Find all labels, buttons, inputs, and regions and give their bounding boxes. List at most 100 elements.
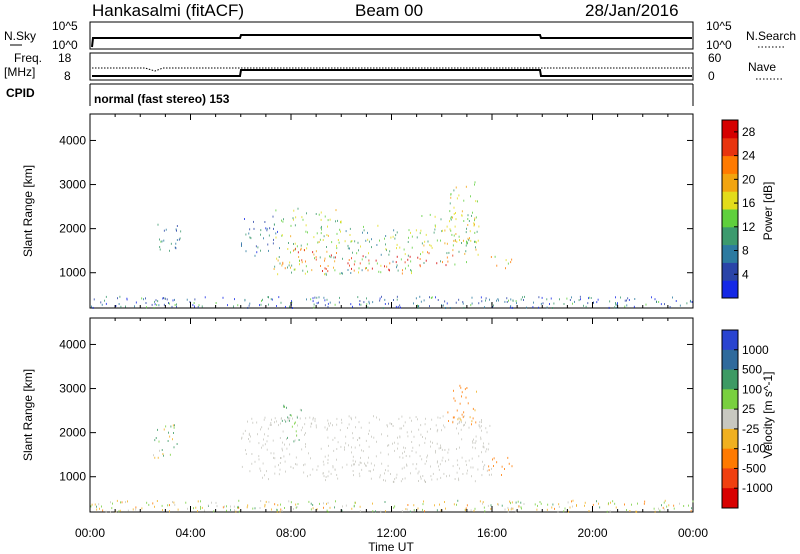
data-cell xyxy=(323,296,325,299)
data-cell xyxy=(356,252,358,255)
data-cell xyxy=(347,269,349,271)
data-cell xyxy=(223,505,225,508)
data-cell xyxy=(105,302,107,305)
data-cell xyxy=(264,505,266,508)
data-cell xyxy=(553,302,555,305)
data-cell xyxy=(442,456,444,459)
data-cell xyxy=(319,238,321,241)
data-cell xyxy=(96,505,97,508)
data-cell xyxy=(327,458,329,461)
data-cell xyxy=(249,440,251,443)
data-cell xyxy=(349,227,351,230)
colorbar-tick-label: 25 xyxy=(742,402,756,416)
data-cell xyxy=(466,387,468,389)
data-cell xyxy=(349,234,351,236)
data-cell xyxy=(295,216,297,219)
data-cell xyxy=(249,470,251,473)
data-cell xyxy=(415,229,417,232)
data-cell xyxy=(302,218,304,221)
data-cell xyxy=(327,436,329,439)
data-cell xyxy=(410,231,411,234)
data-cell xyxy=(396,473,398,476)
data-cell xyxy=(402,478,404,481)
data-cell xyxy=(416,463,418,466)
data-cell xyxy=(271,508,272,511)
data-cell xyxy=(157,300,159,303)
data-cell xyxy=(480,425,482,428)
data-cell xyxy=(444,229,446,232)
data-cell xyxy=(460,421,462,424)
data-cell xyxy=(282,430,284,433)
data-cell xyxy=(379,418,380,421)
data-cell xyxy=(396,243,398,246)
data-cell xyxy=(172,438,173,441)
data-cell xyxy=(484,306,485,309)
data-cell xyxy=(463,199,465,202)
data-cell xyxy=(626,299,627,302)
station-title: Hankasalmi (fitACF) xyxy=(92,1,244,20)
data-cell xyxy=(474,447,476,450)
data-cell xyxy=(462,301,464,303)
data-cell xyxy=(467,402,469,405)
data-cell xyxy=(423,299,425,302)
data-cell xyxy=(354,446,356,449)
data-cell xyxy=(351,451,352,454)
data-cell xyxy=(404,261,406,264)
data-cell xyxy=(627,297,629,300)
data-cell xyxy=(329,506,331,509)
data-cell xyxy=(169,435,171,438)
data-cell xyxy=(330,256,332,259)
data-cell xyxy=(288,242,289,244)
data-cell xyxy=(431,296,433,299)
data-cell xyxy=(284,460,286,463)
data-cell xyxy=(532,306,534,309)
data-cell xyxy=(490,507,492,510)
data-cell xyxy=(353,474,354,477)
data-cell xyxy=(448,251,450,254)
data-cell xyxy=(267,243,269,246)
colorbar-tick-label: 100 xyxy=(742,382,762,396)
data-cell xyxy=(658,301,660,303)
data-cell xyxy=(266,227,268,230)
data-cell xyxy=(342,257,343,260)
data-cell xyxy=(337,239,339,241)
data-cell xyxy=(264,443,266,446)
data-cell xyxy=(215,302,217,304)
data-cell xyxy=(249,302,251,305)
data-cell xyxy=(471,423,472,426)
data-cell xyxy=(482,502,483,505)
data-cell xyxy=(422,251,424,254)
data-cell xyxy=(350,240,352,243)
colorbar-tick-label: -25 xyxy=(742,422,760,436)
data-cell xyxy=(260,249,261,252)
data-cell xyxy=(457,499,459,502)
data-cell xyxy=(163,303,165,306)
data-cell xyxy=(546,508,548,511)
data-cell xyxy=(296,506,298,508)
data-cell xyxy=(270,422,272,424)
data-cell xyxy=(410,269,412,271)
data-cell xyxy=(341,509,343,512)
data-cell xyxy=(313,303,315,306)
data-cell xyxy=(435,451,436,454)
data-cell xyxy=(408,236,409,239)
data-cell xyxy=(155,437,157,439)
data-cell xyxy=(615,302,616,304)
data-cell xyxy=(456,503,457,506)
data-cell xyxy=(260,469,262,472)
data-cell xyxy=(324,426,326,429)
data-cell xyxy=(387,469,389,472)
y-tick-label: 3000 xyxy=(59,382,86,396)
data-cell xyxy=(163,454,164,457)
data-cell xyxy=(511,501,513,504)
data-cell xyxy=(358,436,360,439)
data-cell xyxy=(407,264,409,267)
data-cell xyxy=(507,506,509,509)
data-cell xyxy=(336,417,338,420)
data-cell xyxy=(497,298,499,301)
data-cell xyxy=(399,456,401,459)
data-cell xyxy=(465,396,467,399)
data-cell xyxy=(439,503,440,506)
data-cell xyxy=(314,296,316,299)
data-cell xyxy=(298,256,300,258)
